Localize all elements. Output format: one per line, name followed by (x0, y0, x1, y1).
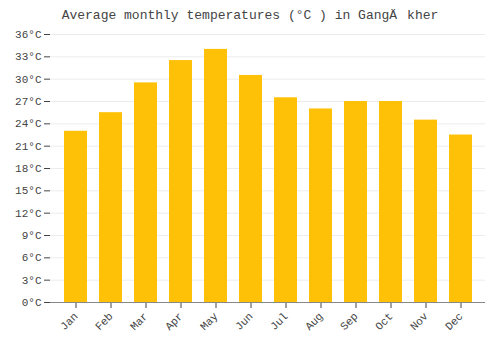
svg-text:6°C: 6°C (22, 252, 42, 264)
svg-text:12°C: 12°C (15, 208, 42, 220)
svg-text:36°C: 36°C (15, 29, 42, 41)
svg-text:Mar: Mar (128, 310, 150, 332)
svg-text:Aug: Aug (303, 310, 325, 332)
svg-text:24°C: 24°C (15, 118, 42, 130)
svg-text:18°C: 18°C (15, 163, 42, 175)
svg-text:30°C: 30°C (15, 74, 42, 86)
svg-text:Jul: Jul (268, 310, 290, 332)
html-text:Average monthly temperatures (: Average monthly temperatures (°C ) in Ga… (61, 8, 439, 23)
svg-text:15°C: 15°C (15, 185, 42, 197)
svg-text:Oct: Oct (373, 310, 395, 332)
svg-text:Feb: Feb (93, 310, 115, 332)
svg-text:Jan: Jan (58, 310, 80, 332)
svg-text:May: May (198, 310, 221, 333)
svg-text:Dec: Dec (443, 310, 465, 332)
svg-text:3°C: 3°C (22, 275, 42, 287)
svg-text:Jun: Jun (233, 310, 255, 332)
svg-text:Apr: Apr (163, 310, 185, 332)
svg-text:33°C: 33°C (15, 51, 42, 63)
svg-text:21°C: 21°C (15, 141, 42, 153)
svg-text:Nov: Nov (408, 310, 431, 333)
svg-text:27°C: 27°C (15, 96, 42, 108)
svg-text:0°C: 0°C (22, 297, 42, 309)
svg-text:Sep: Sep (338, 310, 360, 332)
svg-text:9°C: 9°C (22, 230, 42, 242)
